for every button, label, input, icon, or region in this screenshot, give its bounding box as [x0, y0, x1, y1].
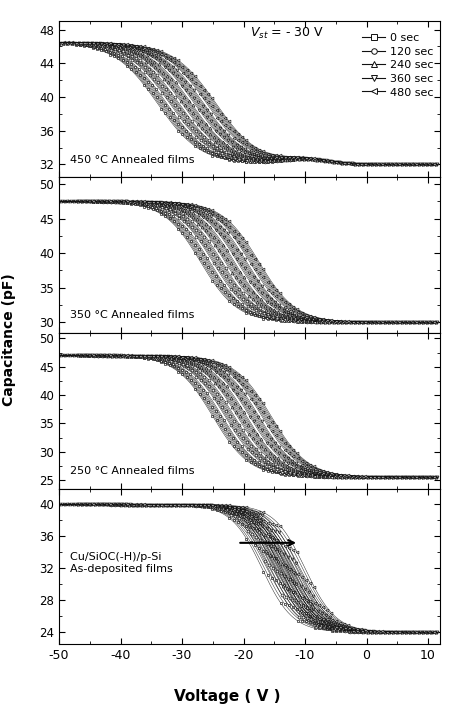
Text: Cu/SiOC(-H)/⁠p-Si
As-deposited films: Cu/SiOC(-H)/⁠p-Si As-deposited films — [70, 552, 173, 574]
Text: 350 °C Annealed films: 350 °C Annealed films — [70, 310, 195, 320]
Text: Capacitance (pF): Capacitance (pF) — [2, 273, 16, 406]
Text: $V_{st}$ = - 30 V: $V_{st}$ = - 30 V — [250, 26, 324, 41]
Legend: 0 sec, 120 sec, 240 sec, 360 sec, 480 sec: 0 sec, 120 sec, 240 sec, 360 sec, 480 se… — [361, 31, 435, 98]
Text: Voltage ( V ): Voltage ( V ) — [174, 690, 280, 704]
Text: 450 °C Annealed films: 450 °C Annealed films — [70, 154, 195, 164]
Text: 250 °C Annealed films: 250 °C Annealed films — [70, 466, 195, 476]
